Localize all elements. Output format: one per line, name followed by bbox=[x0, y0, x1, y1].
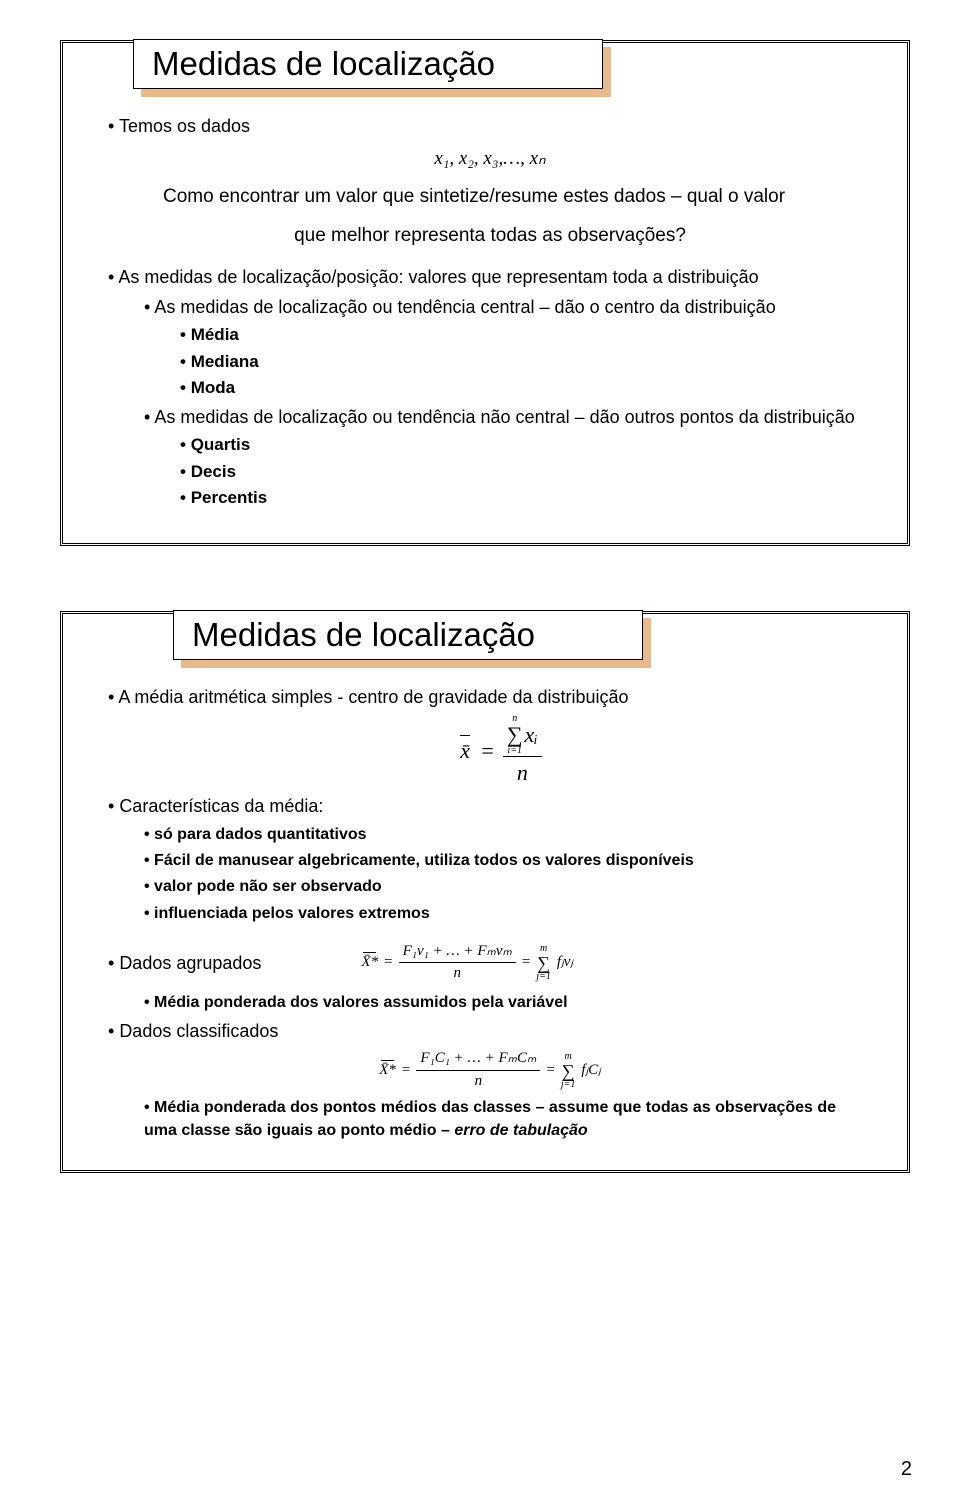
slide-title-1: Medidas de localização bbox=[133, 39, 603, 89]
class-den: n bbox=[471, 1071, 487, 1093]
bullet-moda: Moda bbox=[108, 376, 872, 401]
bullet-temos: Temos os dados bbox=[108, 113, 872, 139]
text-erro: erro de tabulação bbox=[454, 1122, 587, 1139]
page-number: 2 bbox=[901, 1458, 912, 1481]
slide-body-2: A média aritmética simples - centro de g… bbox=[63, 660, 907, 1170]
bullet-facil: Fácil de manusear algebricamente, utiliz… bbox=[108, 849, 872, 872]
bullet-percentis: Percentis bbox=[108, 486, 872, 511]
bullet-quartis: Quartis bbox=[108, 433, 872, 458]
title-wrap-1: Medidas de localização bbox=[133, 39, 907, 89]
label-tail: : valores que representam toda a distrib… bbox=[398, 267, 758, 287]
sum-lower: i=1 bbox=[507, 746, 522, 756]
symbol-xbar-star: X̄* bbox=[361, 952, 378, 974]
slide-body-1: Temos os dados x₁, x₂, x₃,…, xₙ Como enc… bbox=[63, 89, 907, 543]
equals: = bbox=[480, 735, 495, 767]
sigma: n ∑ i=1 bbox=[507, 714, 523, 756]
question-line-2: que melhor representa todas as observaçõ… bbox=[108, 222, 872, 250]
slide-title-2: Medidas de localização bbox=[173, 610, 643, 660]
bullet-medidas-posicao: As medidas de localização/posição: valor… bbox=[108, 264, 872, 290]
grouped-num: F₁v₁ + … + Fₘvₘ bbox=[399, 941, 516, 964]
label-bold: As medidas de localização/posição bbox=[118, 267, 398, 287]
class-num: F₁C₁ + … + FₘCₘ bbox=[416, 1048, 540, 1071]
grouped-den: n bbox=[449, 963, 465, 985]
data-series: x₁, x₂, x₃,…, xₙ bbox=[108, 145, 872, 173]
grouped-lower: j=1 bbox=[536, 972, 551, 982]
class-body: fⱼCⱼ bbox=[581, 1060, 600, 1082]
bullet-media-ponderada-classes: Média ponderada dos pontos médios das cl… bbox=[108, 1096, 872, 1142]
formula-grouped: X̄* = F₁v₁ + … + Fₘvₘ n = m ∑ j=1 fⱼvⱼ bbox=[361, 941, 573, 986]
bullet-dados-agrupados: Dados agrupados bbox=[108, 950, 261, 976]
formula-class-wrap: X̄* = F₁C₁ + … + FₘCₘ n = m ∑ j=1 fⱼCⱼ bbox=[108, 1048, 872, 1093]
formula-classified: X̄* = F₁C₁ + … + FₘCₘ n = m ∑ j=1 fⱼCⱼ bbox=[379, 1048, 601, 1093]
slide-2: Medidas de localização A média aritmétic… bbox=[60, 611, 910, 1173]
class-lower: j=1 bbox=[561, 1080, 576, 1090]
bullet-tendencia-nao-central: As medidas de localização ou tendência n… bbox=[108, 404, 872, 430]
slide-1: Medidas de localização Temos os dados x₁… bbox=[60, 40, 910, 546]
bullet-dados-classificados: Dados classificados bbox=[108, 1018, 872, 1044]
title-wrap-2: Medidas de localização bbox=[173, 610, 907, 660]
bullet-media: Média bbox=[108, 323, 872, 348]
symbol-xbar-star-2: X̄* bbox=[379, 1060, 396, 1082]
bullet-quantitativos: só para dados quantitativos bbox=[108, 823, 872, 846]
denominator: n bbox=[513, 757, 532, 789]
bullet-tendencia-central: As medidas de localização ou tendência c… bbox=[108, 294, 872, 320]
bullet-mediana: Mediana bbox=[108, 350, 872, 375]
bullet-caracteristicas: Características da média: bbox=[108, 793, 872, 819]
bullet-extremos: influenciada pelos valores extremos bbox=[108, 902, 872, 925]
symbol-xbar: x̄ bbox=[458, 735, 472, 767]
question-line-1: Como encontrar um valor que sintetize/re… bbox=[108, 183, 872, 211]
row-dados-agrupados: Dados agrupados X̄* = F₁v₁ + … + Fₘvₘ n … bbox=[108, 941, 872, 986]
bullet-decis: Decis bbox=[108, 460, 872, 485]
bullet-media-aritmetica: A média aritmética simples - centro de g… bbox=[108, 684, 872, 710]
bullet-nao-observado: valor pode não ser observado bbox=[108, 875, 872, 898]
fraction: n ∑ i=1 xᵢ n bbox=[503, 714, 542, 789]
bullet-media-ponderada-valores: Média ponderada dos valores assumidos pe… bbox=[108, 991, 872, 1014]
grouped-body: fⱼvⱼ bbox=[557, 952, 573, 974]
sum-body: xᵢ bbox=[525, 719, 538, 751]
formula-mean: x̄ = n ∑ i=1 xᵢ n bbox=[128, 714, 872, 789]
